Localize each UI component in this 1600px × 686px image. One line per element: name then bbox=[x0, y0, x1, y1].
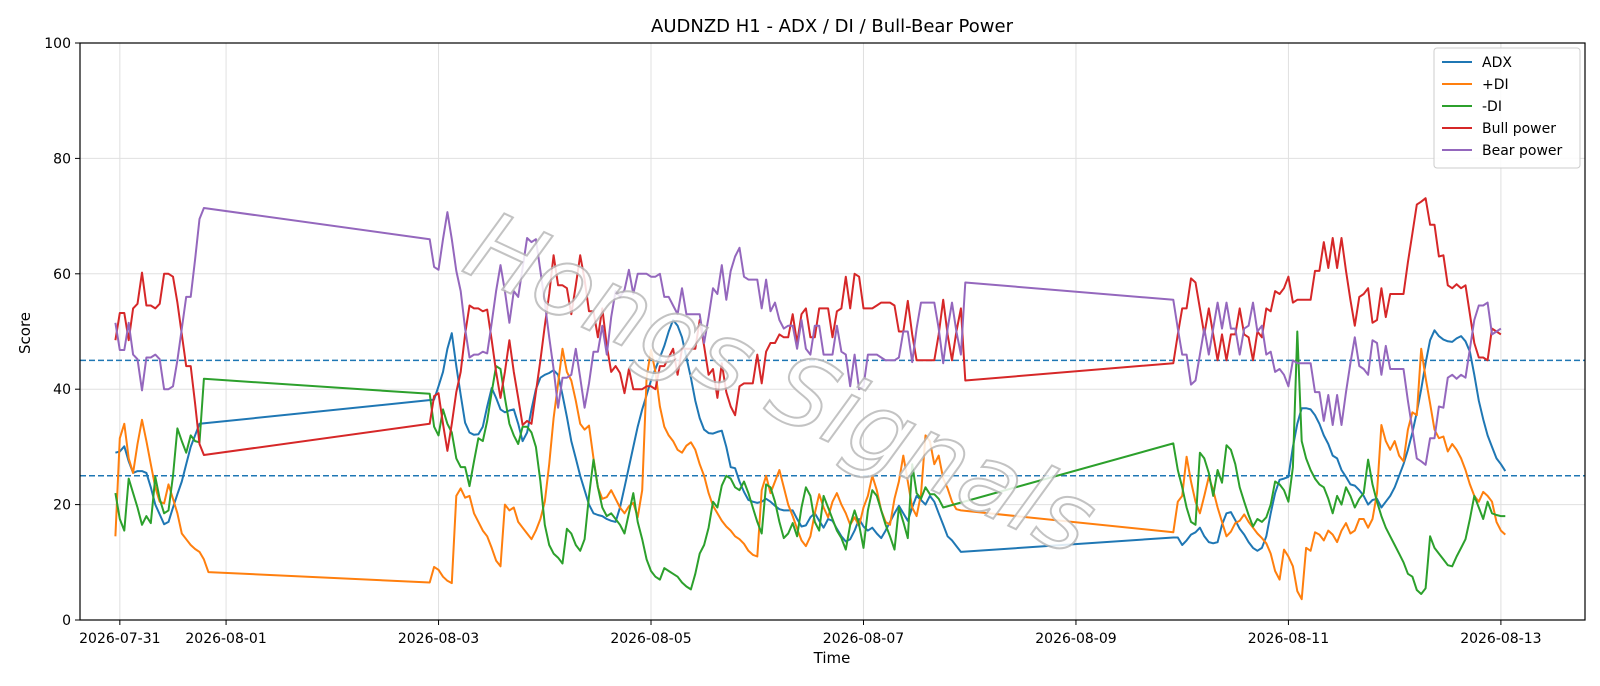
legend-label: ADX bbox=[1482, 55, 1512, 71]
series-line-di bbox=[114, 347, 1506, 601]
y-tick-label: 100 bbox=[44, 36, 71, 52]
y-axis-label: Score bbox=[16, 312, 34, 354]
x-axis-ticks: 2026-07-31 2026-08-01 2026-08-03 2026-08-05… bbox=[79, 620, 1542, 647]
legend-label: Bear power bbox=[1482, 143, 1563, 159]
y-tick-label: 0 bbox=[62, 613, 71, 629]
x-tick-label: 2026-08-07 bbox=[823, 631, 904, 647]
series-line-bull-power bbox=[114, 197, 1502, 456]
series-line-bear-power bbox=[114, 207, 1502, 466]
series-line-di bbox=[114, 330, 1506, 595]
legend: ADX +DI -DI Bull power Bear power bbox=[1433, 47, 1581, 169]
plot-frame bbox=[79, 42, 1586, 621]
y-tick-label: 40 bbox=[53, 382, 71, 398]
series-lines bbox=[114, 197, 1507, 601]
x-tick-label: 2026-08-11 bbox=[1248, 631, 1329, 647]
legend-box bbox=[1433, 47, 1581, 169]
y-axis-ticks: 0 20 40 60 80 100 bbox=[44, 36, 80, 629]
y-tick-label: 60 bbox=[53, 267, 71, 283]
x-tick-label: 2026-08-09 bbox=[1035, 631, 1116, 647]
x-tick-label: 2026-08-01 bbox=[185, 631, 266, 647]
x-tick-label: 2026-08-05 bbox=[610, 631, 691, 647]
x-axis-label: Time bbox=[813, 649, 851, 667]
x-tick-label: 2026-08-13 bbox=[1460, 631, 1541, 647]
x-tick-label: 2026-07-31 bbox=[79, 631, 160, 647]
reference-lines bbox=[80, 359, 1585, 477]
legend-label: -DI bbox=[1482, 99, 1502, 115]
legend-label: +DI bbox=[1482, 77, 1509, 93]
y-tick-label: 20 bbox=[53, 498, 71, 514]
legend-label: Bull power bbox=[1482, 121, 1556, 137]
x-tick-label: 2026-08-03 bbox=[398, 631, 479, 647]
y-tick-label: 80 bbox=[53, 151, 71, 167]
chart-title: AUDNZD H1 - ADX / DI / Bull-Bear Power bbox=[651, 16, 1014, 37]
